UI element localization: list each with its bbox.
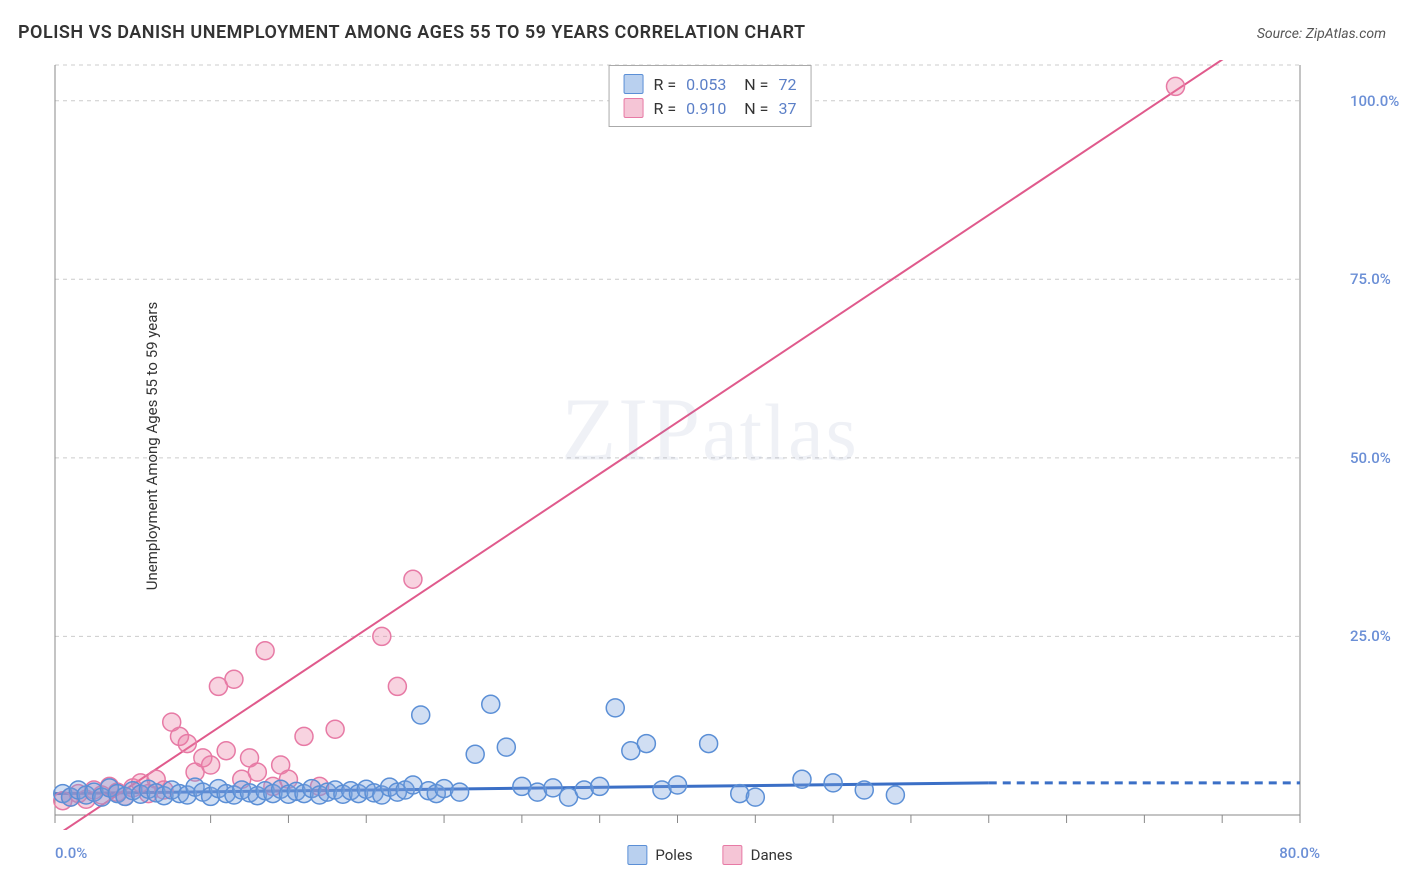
chart-svg bbox=[50, 60, 1370, 830]
legend-item-poles: Poles bbox=[627, 845, 692, 865]
legend-label-danes: Danes bbox=[751, 846, 793, 864]
legend-stats-box: R = 0.053 N = 72 R = 0.910 N = 37 bbox=[609, 65, 812, 127]
y-tick-label: 25.0% bbox=[1350, 627, 1406, 645]
y-tick-label: 50.0% bbox=[1350, 449, 1406, 467]
legend-stats-row-poles: R = 0.053 N = 72 bbox=[624, 72, 797, 96]
stat-r-poles: 0.053 bbox=[686, 75, 726, 94]
x-tick-label: 0.0% bbox=[55, 844, 87, 862]
legend-swatch-poles-icon bbox=[627, 845, 647, 865]
legend-swatch-poles bbox=[624, 74, 644, 94]
x-tick-label: 80.0% bbox=[1279, 844, 1320, 862]
chart-title: POLISH VS DANISH UNEMPLOYMENT AMONG AGES… bbox=[18, 22, 806, 43]
source-attribution: Source: ZipAtlas.com bbox=[1257, 26, 1386, 42]
y-tick-label: 75.0% bbox=[1350, 270, 1406, 288]
stat-n-poles: 72 bbox=[778, 75, 796, 94]
legend-item-danes: Danes bbox=[723, 845, 793, 865]
stat-n-danes: 37 bbox=[778, 99, 796, 118]
legend-label-poles: Poles bbox=[655, 846, 692, 864]
legend-bottom: Poles Danes bbox=[627, 845, 792, 865]
stat-r-danes: 0.910 bbox=[686, 99, 726, 118]
legend-swatch-danes-icon bbox=[723, 845, 743, 865]
chart-container: POLISH VS DANISH UNEMPLOYMENT AMONG AGES… bbox=[0, 0, 1406, 892]
legend-stats-row-danes: R = 0.910 N = 37 bbox=[624, 96, 797, 120]
plot-area: ZIPatlas 25.0%50.0%75.0%100.0% 0.0%80.0%… bbox=[50, 60, 1370, 830]
y-tick-label: 100.0% bbox=[1350, 92, 1406, 110]
legend-swatch-danes bbox=[624, 98, 644, 118]
